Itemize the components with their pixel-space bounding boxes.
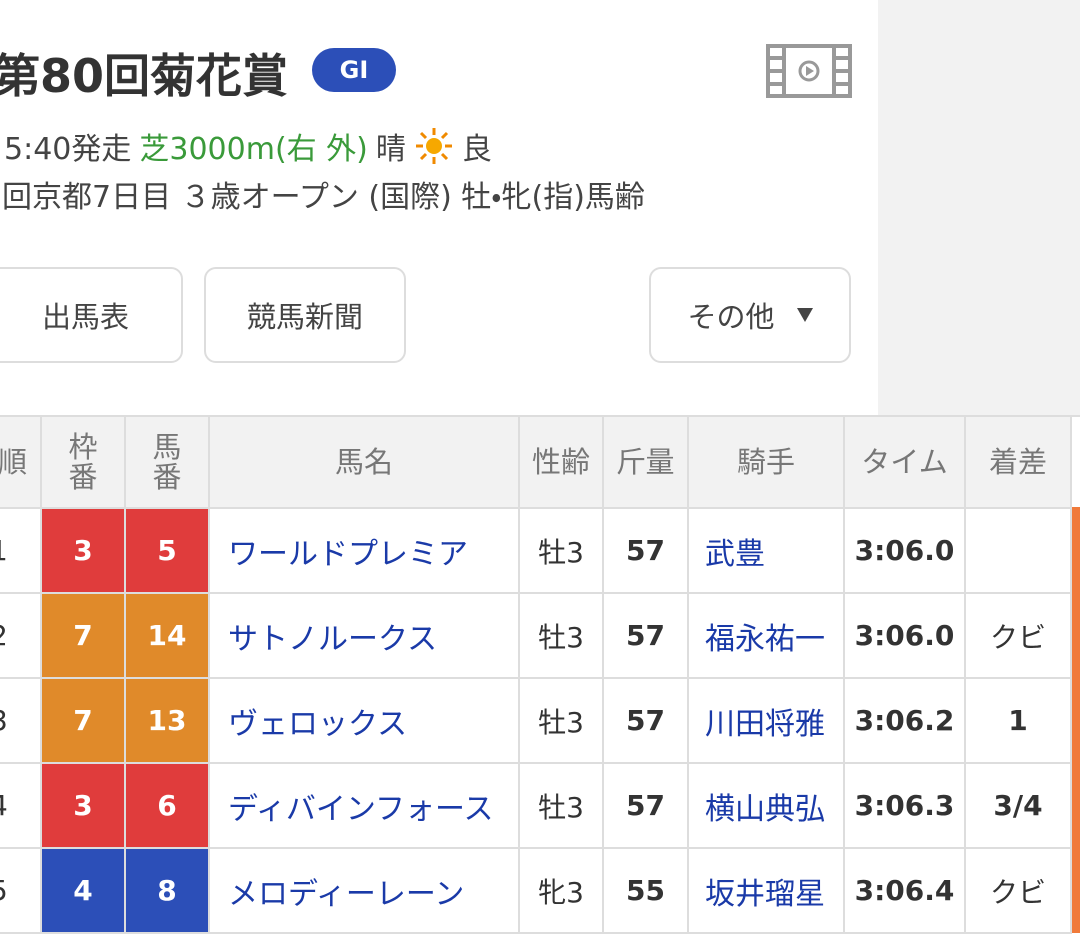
frame-number: 7 bbox=[42, 679, 126, 764]
time: 3:06.0 bbox=[845, 509, 966, 594]
tab-button[interactable]: 競馬新聞 bbox=[204, 267, 406, 363]
horse-number: 14 bbox=[126, 594, 210, 679]
rank: 4 bbox=[0, 764, 42, 849]
horse-number: 6 bbox=[126, 764, 210, 849]
race-details: 回京都7日目 ３歳オープン (国際) 牡・牝(指)馬齢 bbox=[2, 180, 645, 215]
sex-age: 牡3 bbox=[520, 594, 604, 679]
column-header: 騎手 bbox=[689, 417, 845, 509]
margin: クビ bbox=[966, 594, 1072, 679]
race-info: 5:40発走 芝3000m(右 外) 晴 良 bbox=[4, 124, 492, 168]
rank: 5 bbox=[0, 849, 42, 934]
grade-badge: GI bbox=[312, 48, 396, 92]
horse-name[interactable]: ディバインフォース bbox=[210, 764, 520, 849]
sex-age: 牡3 bbox=[520, 509, 604, 594]
time: 3:06.0 bbox=[845, 594, 966, 679]
margin: 1 bbox=[966, 679, 1072, 764]
weight: 57 bbox=[604, 594, 689, 679]
jockey[interactable]: 坂井瑠星 bbox=[689, 849, 845, 934]
margin: クビ bbox=[966, 849, 1072, 934]
time: 3:06.3 bbox=[845, 764, 966, 849]
rank: 3 bbox=[0, 679, 42, 764]
video-icon[interactable] bbox=[766, 44, 852, 98]
sex-age: 牡3 bbox=[520, 679, 604, 764]
column-header: 馬番 bbox=[126, 417, 210, 509]
start-time: 5:40発走 bbox=[4, 132, 132, 167]
margin bbox=[966, 509, 1072, 594]
time: 3:06.2 bbox=[845, 679, 966, 764]
horse-name[interactable]: サトノルークス bbox=[210, 594, 520, 679]
more-label: その他 bbox=[687, 300, 775, 334]
horse-number: 8 bbox=[126, 849, 210, 934]
rank: 1 bbox=[0, 509, 42, 594]
column-header: 着差 bbox=[966, 417, 1072, 509]
sex-age: 牝3 bbox=[520, 849, 604, 934]
weight: 57 bbox=[604, 509, 689, 594]
row-indicator bbox=[1072, 507, 1080, 933]
rank: 2 bbox=[0, 594, 42, 679]
column-header: 順 bbox=[0, 417, 42, 509]
jockey[interactable]: 横山典弘 bbox=[689, 764, 845, 849]
horse-name[interactable]: ワールドプレミア bbox=[210, 509, 520, 594]
column-header: タイム bbox=[845, 417, 966, 509]
horse-number: 13 bbox=[126, 679, 210, 764]
weather: 晴 bbox=[375, 132, 406, 167]
frame-number: 3 bbox=[42, 764, 126, 849]
time: 3:06.4 bbox=[845, 849, 966, 934]
frame-number: 7 bbox=[42, 594, 126, 679]
sex-age: 牡3 bbox=[520, 764, 604, 849]
weight: 55 bbox=[604, 849, 689, 934]
dropdown-arrow bbox=[796, 308, 813, 322]
result-table: 順枠番馬番馬名性齢斤量騎手タイム着差135ワールドプレミア牡357武豊3:06.… bbox=[0, 415, 1080, 934]
horse-name[interactable]: ヴェロックス bbox=[210, 679, 520, 764]
column-header: 馬名 bbox=[210, 417, 520, 509]
weight: 57 bbox=[604, 679, 689, 764]
course: 芝3000m(右 外) bbox=[139, 132, 368, 167]
weight: 57 bbox=[604, 764, 689, 849]
race-title: 第80回菊花賞 bbox=[0, 49, 289, 103]
jockey[interactable]: 福永祐一 bbox=[689, 594, 845, 679]
sun-icon bbox=[415, 128, 452, 164]
frame-number: 4 bbox=[42, 849, 126, 934]
jockey[interactable]: 武豊 bbox=[689, 509, 845, 594]
tab-button[interactable]: 出馬表 bbox=[0, 267, 183, 363]
side-panel bbox=[878, 0, 1080, 415]
column-header: 斤量 bbox=[604, 417, 689, 509]
column-header: 枠番 bbox=[42, 417, 126, 509]
column-header: 性齢 bbox=[520, 417, 604, 509]
track-condition: 良 bbox=[461, 132, 492, 167]
horse-name[interactable]: メロディーレーン bbox=[210, 849, 520, 934]
jockey[interactable]: 川田将雅 bbox=[689, 679, 845, 764]
horse-number: 5 bbox=[126, 509, 210, 594]
margin: 3/4 bbox=[966, 764, 1072, 849]
frame-number: 3 bbox=[42, 509, 126, 594]
more-button[interactable]: その他 bbox=[649, 267, 851, 363]
